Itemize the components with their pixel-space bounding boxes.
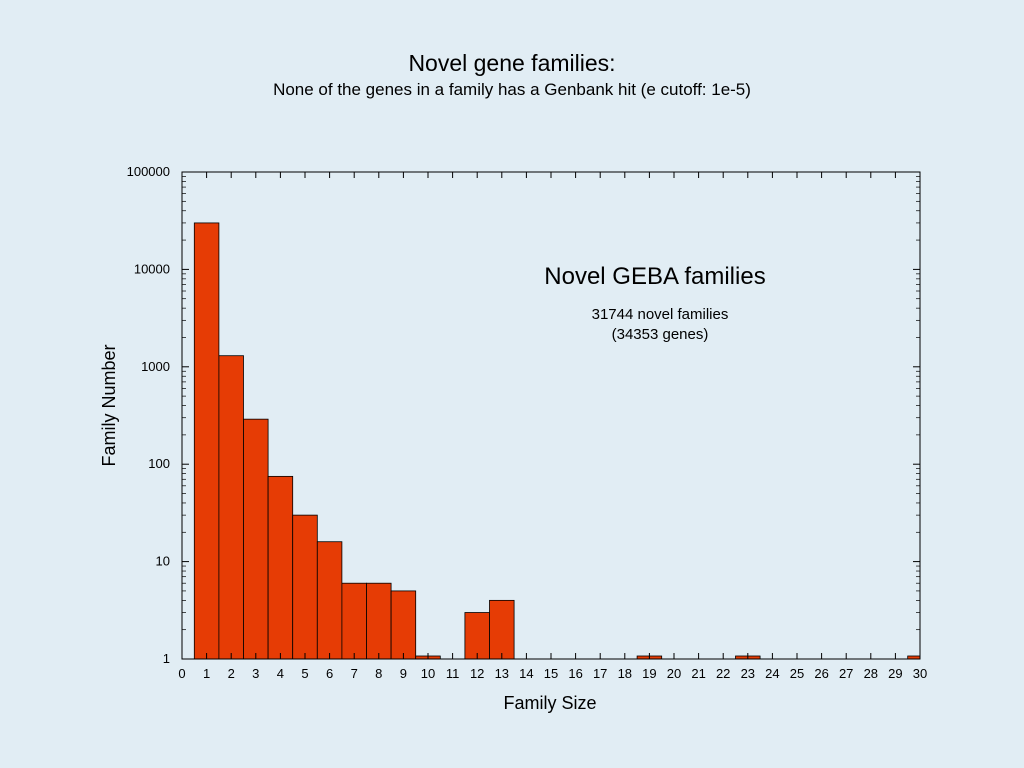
x-tick-label: 13 bbox=[495, 666, 509, 681]
x-tick-label: 2 bbox=[228, 666, 235, 681]
y-tick-label: 100 bbox=[148, 456, 170, 471]
x-tick-label: 3 bbox=[252, 666, 259, 681]
bar-size-7 bbox=[341, 582, 367, 660]
x-tick-label: 15 bbox=[544, 666, 558, 681]
bars-group bbox=[193, 222, 921, 660]
x-tick-label: 0 bbox=[178, 666, 185, 681]
plot-frame bbox=[181, 171, 921, 660]
x-tick-label: 14 bbox=[519, 666, 533, 681]
x-tick-label: 7 bbox=[351, 666, 358, 681]
x-tick-label: 23 bbox=[741, 666, 755, 681]
x-tick-label: 6 bbox=[326, 666, 333, 681]
x-tick-label: 18 bbox=[618, 666, 632, 681]
bar-size-9 bbox=[390, 590, 417, 660]
x-tick-label: 16 bbox=[568, 666, 582, 681]
y-axis-title: Family Number bbox=[99, 344, 119, 466]
x-tick-label: 19 bbox=[642, 666, 656, 681]
x-tick-label: 4 bbox=[277, 666, 284, 681]
x-tick-label: 24 bbox=[765, 666, 779, 681]
y-tick-label: 1 bbox=[163, 651, 170, 666]
bar-size-2 bbox=[218, 355, 244, 660]
x-tick-label: 28 bbox=[864, 666, 878, 681]
x-tick-label: 26 bbox=[814, 666, 828, 681]
x-tick-label: 11 bbox=[446, 666, 460, 681]
bar-size-6 bbox=[316, 541, 343, 660]
x-tick-label: 22 bbox=[716, 666, 730, 681]
x-tick-label: 1 bbox=[203, 666, 210, 681]
y-tick-label: 10000 bbox=[134, 261, 170, 276]
bar-size-3 bbox=[243, 418, 269, 660]
x-tick-label: 17 bbox=[593, 666, 607, 681]
y-tick-label: 1000 bbox=[141, 359, 170, 374]
x-tick-label: 29 bbox=[888, 666, 902, 681]
y-tick-label: 100000 bbox=[127, 164, 170, 179]
slide-title: Novel gene families: bbox=[408, 50, 616, 76]
x-tick-label: 25 bbox=[790, 666, 804, 681]
x-tick-label: 8 bbox=[375, 666, 382, 681]
slide-subtitle: None of the genes in a family has a Genb… bbox=[273, 80, 751, 99]
y-tick-label: 10 bbox=[156, 554, 170, 569]
x-tick-label: 20 bbox=[667, 666, 681, 681]
annotation-line-1: 31744 novel families bbox=[592, 306, 729, 323]
x-tick-label: 30 bbox=[913, 666, 927, 681]
bar-size-8 bbox=[366, 582, 392, 660]
slide-title-block: Novel gene families: None of the genes i… bbox=[0, 48, 1024, 102]
x-tick-label: 9 bbox=[400, 666, 407, 681]
x-tick-label: 5 bbox=[301, 666, 308, 681]
x-tick-label: 27 bbox=[839, 666, 853, 681]
bar-size-12 bbox=[464, 612, 490, 660]
x-tick-label: 10 bbox=[421, 666, 435, 681]
annotation-title: Novel GEBA families bbox=[544, 263, 765, 290]
bar-size-4 bbox=[267, 475, 294, 660]
x-tick-label: 12 bbox=[470, 666, 484, 681]
bar-size-13 bbox=[489, 599, 515, 660]
x-axis-title: Family Size bbox=[503, 693, 596, 713]
bar-size-5 bbox=[292, 514, 318, 660]
bar-size-1 bbox=[193, 222, 220, 660]
x-tick-label: 21 bbox=[691, 666, 705, 681]
annotation-line-2: (34353 genes) bbox=[612, 326, 709, 343]
